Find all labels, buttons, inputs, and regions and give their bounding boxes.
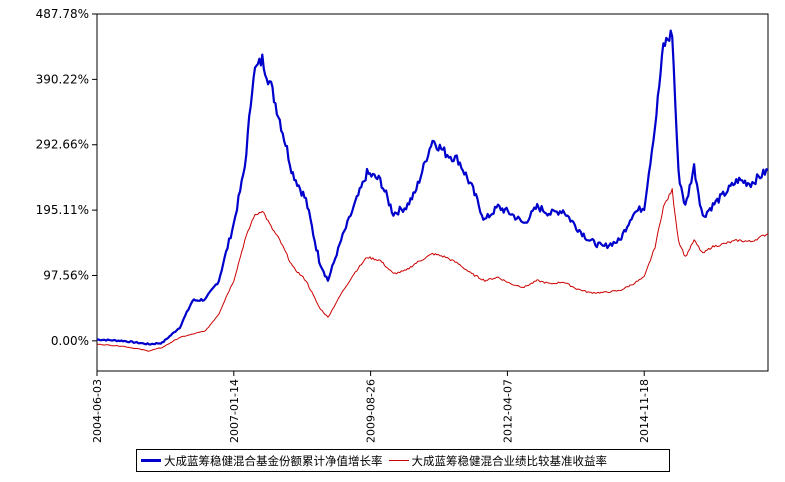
y-tick-label: 97.56% (43, 268, 89, 282)
x-axis: 2004-06-03 2007-01-14 2009-08-26 2012-04-07… (91, 371, 651, 443)
legend-swatch-fund (141, 459, 161, 462)
legend-label-fund: 大成蓝筹稳健混合基金份额累计净值增长率 (164, 453, 383, 468)
x-tick-label: 2007-01-14 (228, 379, 241, 443)
y-tick-label: 292.66% (36, 138, 89, 152)
x-tick-label: 2004-06-03 (91, 379, 104, 443)
legend: 大成蓝筹稳健混合基金份额累计净值增长率 大成蓝筹稳健混合业绩比较基准收益率 (136, 449, 670, 472)
y-axis: 0.00% 97.56% 195.11% 292.66% 390.22% 487.78% (36, 7, 97, 348)
legend-item-benchmark: 大成蓝筹稳健混合业绩比较基准收益率 (388, 453, 608, 469)
y-tick-label: 0.00% (51, 334, 89, 348)
plot-area (96, 13, 769, 372)
legend-label-benchmark: 大成蓝筹稳健混合业绩比较基准收益率 (411, 453, 608, 468)
y-tick-label: 390.22% (36, 72, 89, 86)
y-tick-label: 195.11% (36, 203, 89, 217)
series-layer (96, 29, 769, 352)
x-tick-label: 2014-11-18 (638, 379, 651, 443)
legend-item-fund: 大成蓝筹稳健混合基金份额累计净值增长率 (141, 453, 383, 469)
x-tick-label: 2012-04-07 (501, 379, 514, 443)
y-tick-label: 487.78% (36, 7, 89, 21)
series-line-benchmark (96, 188, 769, 352)
series-line-fund (97, 29, 769, 346)
x-tick-label: 2009-08-26 (365, 379, 378, 443)
legend-swatch-benchmark (388, 460, 409, 461)
